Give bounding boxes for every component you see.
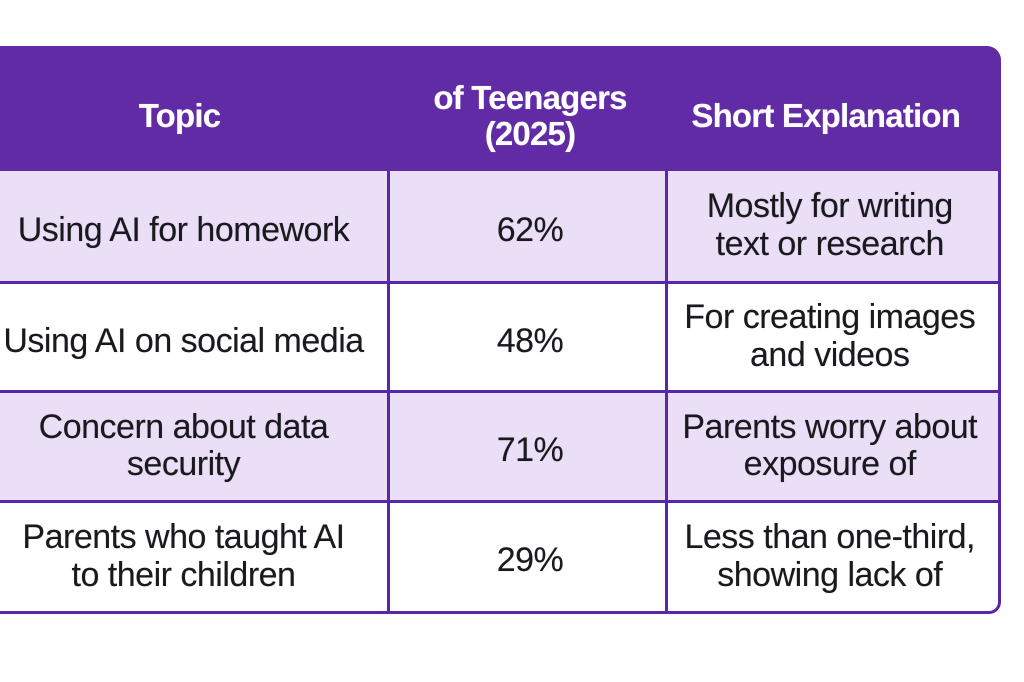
cell-row1-share: 62% [390, 171, 665, 281]
table-body: Using AI for homework 62% Mostly for wri… [0, 171, 1001, 614]
cell-row2-topic: Using AI on social media [0, 283, 387, 390]
header-cell-explanation: Short Explanation [691, 96, 961, 134]
cell-row2-explanation: For creating images and videos [668, 283, 998, 390]
cell-row1-topic: Using AI for homework [0, 171, 387, 281]
table-header-row: Topic of Teenagers (2025) Short Explanat… [0, 46, 1001, 171]
cell-row4-explanation: Less than one-third, showing lack of [668, 502, 998, 611]
header-cell-topic: Topic [138, 96, 221, 134]
cell-row1-explanation: Mostly for writing text or research [668, 171, 998, 281]
cell-row2-share: 48% [390, 283, 665, 390]
header-cell-share: of Teenagers (2025) [433, 78, 627, 152]
statistics-table: Topic of Teenagers (2025) Short Explanat… [0, 46, 1001, 614]
cell-row3-explanation: Parents worry about exposure of [668, 393, 998, 500]
cell-row3-topic: Concern about data security [0, 393, 387, 500]
cell-row4-topic: Parents who taught AI to their children [0, 502, 387, 611]
cell-row3-share: 71% [390, 393, 665, 500]
cell-row4-share: 29% [390, 502, 665, 611]
